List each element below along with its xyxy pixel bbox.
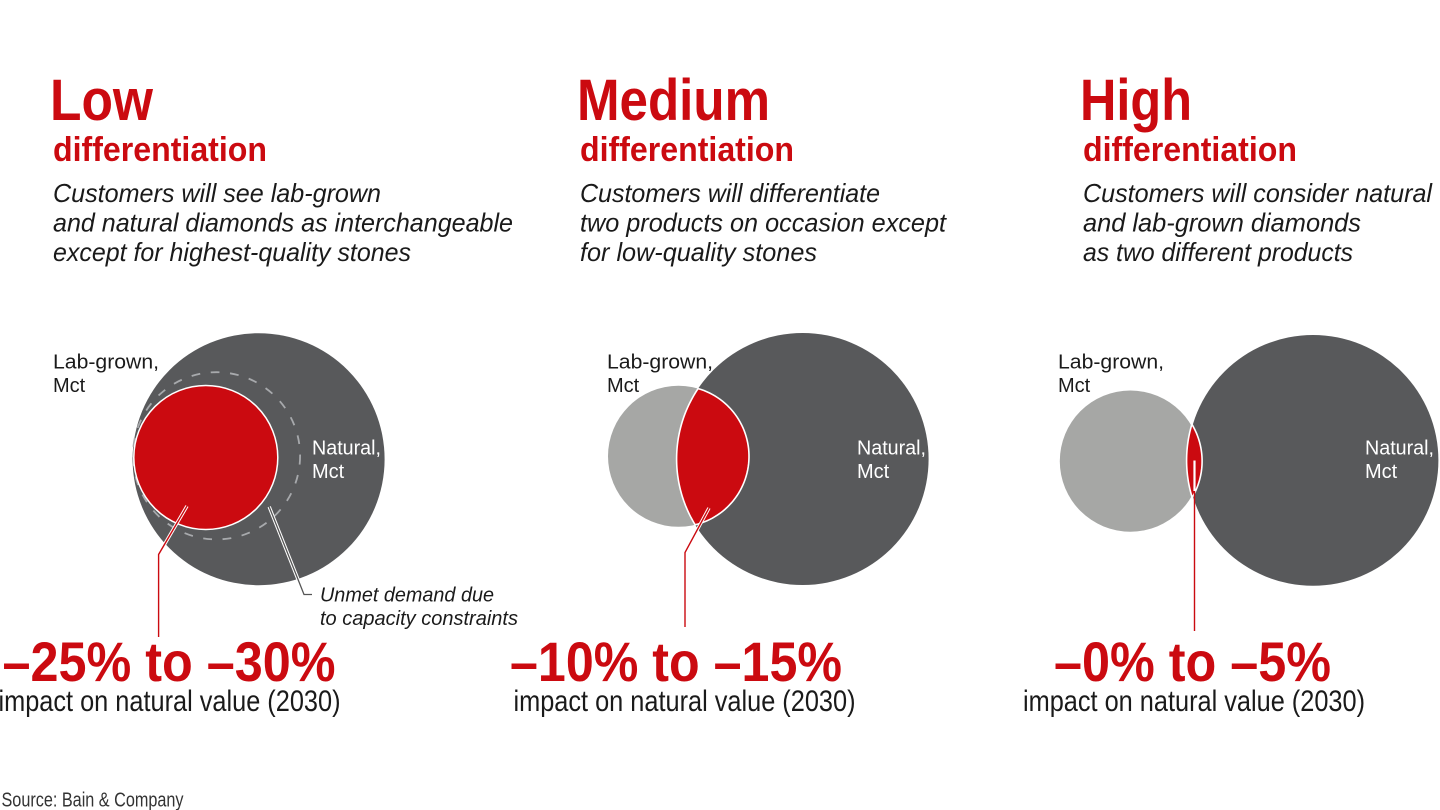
svg-text:–0% to –5%: –0% to –5% (1054, 630, 1331, 693)
svg-text:Customers will differentiate: Customers will differentiate (580, 178, 880, 208)
svg-text:two products on occasion excep: two products on occasion except (580, 208, 948, 238)
svg-text:Lab-grown,: Lab-grown, (607, 352, 713, 374)
svg-text:and lab-grown diamonds: and lab-grown diamonds (1083, 208, 1361, 238)
svg-text:Source: Bain & Company: Source: Bain & Company (2, 790, 184, 810)
svg-text:differentiation: differentiation (1083, 131, 1297, 169)
svg-text:Customers will see lab-grown: Customers will see lab-grown (53, 178, 381, 208)
svg-text:Lab-grown,: Lab-grown, (1058, 352, 1164, 374)
svg-text:impact on natural value (2030): impact on natural value (2030) (1023, 685, 1365, 718)
svg-text:Mct: Mct (1365, 461, 1398, 483)
svg-text:Mct: Mct (312, 461, 345, 483)
svg-text:Customers will consider natura: Customers will consider natural (1083, 178, 1433, 208)
svg-text:High: High (1080, 68, 1192, 133)
svg-text:Mct: Mct (53, 375, 86, 397)
svg-text:Natural,: Natural, (857, 438, 926, 460)
svg-text:Unmet demand due: Unmet demand due (320, 585, 494, 607)
svg-text:impact on natural value (2030): impact on natural value (2030) (0, 685, 341, 718)
svg-text:–10% to –15%: –10% to –15% (510, 630, 842, 693)
svg-text:Natural,: Natural, (1365, 438, 1434, 460)
svg-text:Low: Low (50, 68, 154, 133)
svg-text:Mct: Mct (857, 461, 890, 483)
svg-text:Natural,: Natural, (312, 438, 381, 460)
svg-text:to capacity constraints: to capacity constraints (320, 608, 518, 630)
svg-text:Mct: Mct (607, 375, 640, 397)
svg-text:differentiation: differentiation (580, 131, 794, 169)
svg-text:except for highest-quality sto: except for highest-quality stones (53, 237, 411, 267)
svg-text:Medium: Medium (577, 68, 770, 133)
svg-text:–25% to –30%: –25% to –30% (3, 630, 336, 693)
svg-text:for low-quality stones: for low-quality stones (580, 237, 817, 267)
svg-text:and natural diamonds as interc: and natural diamonds as interchangeable (53, 208, 513, 238)
svg-text:differentiation: differentiation (53, 131, 267, 169)
svg-text:Lab-grown,: Lab-grown, (53, 352, 159, 374)
svg-text:impact on natural value (2030): impact on natural value (2030) (514, 685, 856, 718)
svg-text:as two different products: as two different products (1083, 237, 1353, 267)
svg-text:Mct: Mct (1058, 375, 1091, 397)
